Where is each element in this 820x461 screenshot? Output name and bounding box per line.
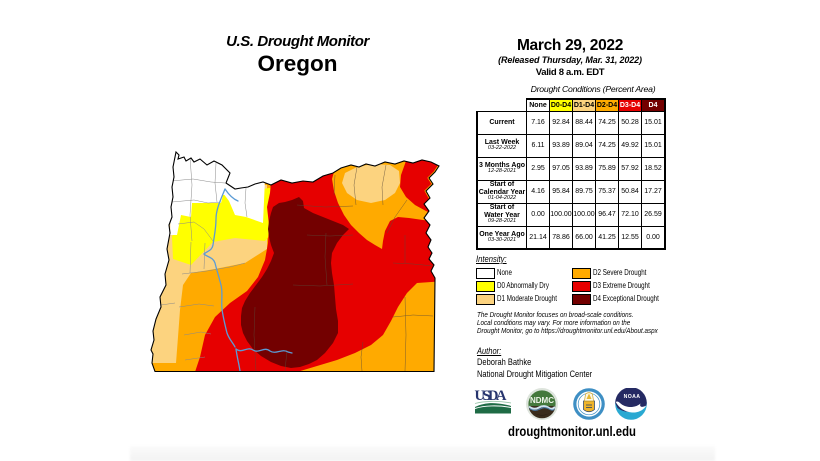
svg-text:NOAA: NOAA (624, 394, 641, 400)
svg-text:NDMC: NDMC (530, 396, 554, 405)
svg-text:USDA: USDA (475, 388, 508, 404)
